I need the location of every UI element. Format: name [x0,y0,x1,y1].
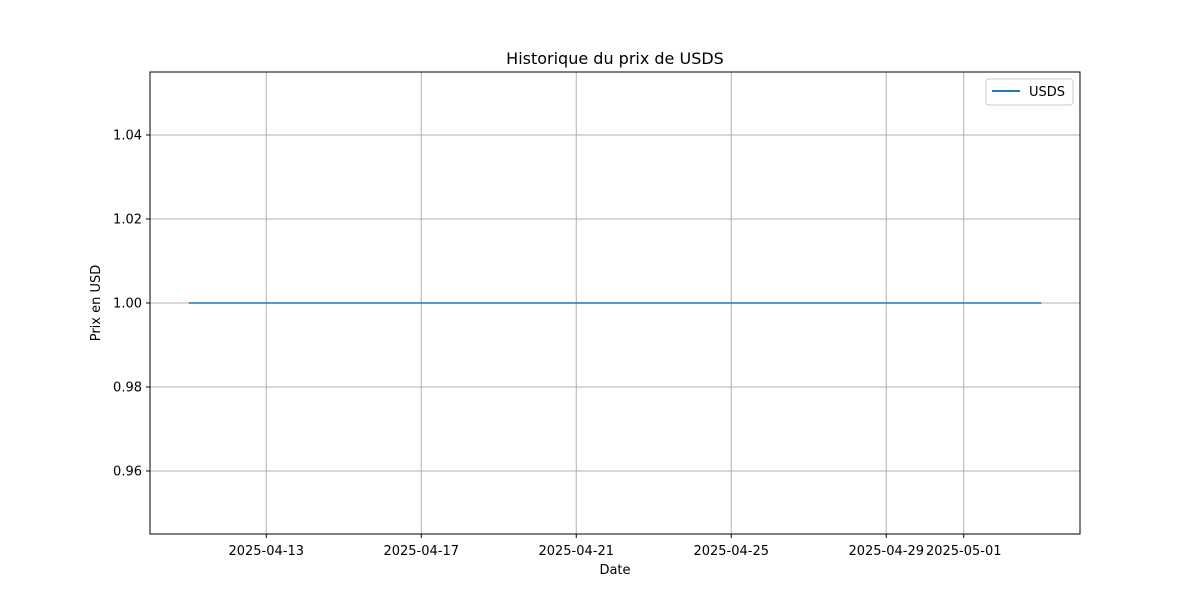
legend-label-usds: USDS [1029,85,1065,100]
y-axis-ticks: 0.96 0.98 1.00 1.02 1.04 [113,129,150,480]
x-tick-label: 2025-04-17 [383,544,459,559]
x-tick-label: 2025-04-21 [538,544,614,559]
x-axis-label: Date [599,563,630,578]
chart-title: Historique du prix de USDS [506,49,724,68]
x-axis-ticks: 2025-04-13 2025-04-17 2025-04-21 2025-04-25… [228,534,1002,559]
y-tick-label: 0.98 [113,381,142,396]
y-tick-label: 1.02 [113,213,142,228]
y-tick-label: 1.04 [113,129,142,144]
legend: USDS [985,78,1074,106]
x-tick-label: 2025-05-01 [926,544,1002,559]
x-tick-label: 2025-04-25 [693,544,769,559]
x-tick-label: 2025-04-29 [848,544,924,559]
legend-box [985,78,1074,106]
y-tick-label: 0.96 [113,465,142,480]
y-tick-label: 1.00 [113,297,142,312]
x-tick-label: 2025-04-13 [228,544,304,559]
y-axis-label: Prix en USD [89,265,104,342]
